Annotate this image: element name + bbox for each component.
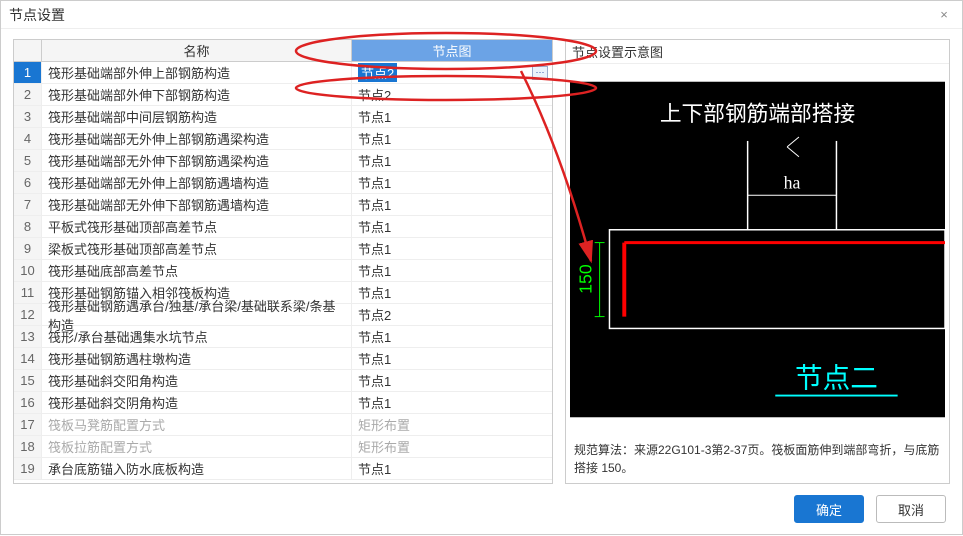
table-row[interactable]: 7筏形基础端部无外伸下部钢筋遇墙构造节点1 bbox=[14, 194, 552, 216]
row-index: 14 bbox=[14, 348, 42, 369]
expand-icon[interactable]: ⋯ bbox=[532, 66, 548, 80]
svg-text:上下部钢筋端部搭接: 上下部钢筋端部搭接 bbox=[660, 102, 855, 126]
header-node[interactable]: 节点图 bbox=[352, 40, 552, 61]
row-node[interactable]: 节点1 bbox=[352, 106, 552, 127]
row-index: 15 bbox=[14, 370, 42, 391]
row-name[interactable]: 梁板式筏形基础顶部高差节点 bbox=[42, 238, 352, 259]
row-node[interactable]: 节点1 bbox=[352, 194, 552, 215]
titlebar: 节点设置 × bbox=[1, 1, 962, 29]
row-index: 6 bbox=[14, 172, 42, 193]
table-row[interactable]: 5筏形基础端部无外伸下部钢筋遇梁构造节点1 bbox=[14, 150, 552, 172]
table-row[interactable]: 14筏形基础钢筋遇柱墩构造节点1 bbox=[14, 348, 552, 370]
ok-button[interactable]: 确定 bbox=[794, 495, 864, 523]
table-row[interactable]: 18筏板拉筋配置方式矩形布置 bbox=[14, 436, 552, 458]
node-diagram: 上下部钢筋端部搭接 ha 150 节点二 bbox=[570, 68, 945, 431]
footer: 确定 取消 bbox=[1, 484, 962, 534]
row-name[interactable]: 筏形基础底部高差节点 bbox=[42, 260, 352, 281]
svg-text:节点二: 节点二 bbox=[795, 363, 878, 394]
row-index: 2 bbox=[14, 84, 42, 105]
table-row[interactable]: 6筏形基础端部无外伸上部钢筋遇墙构造节点1 bbox=[14, 172, 552, 194]
row-node[interactable]: 节点2⋯ bbox=[352, 62, 552, 83]
row-index: 16 bbox=[14, 392, 42, 413]
row-name[interactable]: 筏形基础端部无外伸下部钢筋遇墙构造 bbox=[42, 194, 352, 215]
row-name[interactable]: 平板式筏形基础顶部高差节点 bbox=[42, 216, 352, 237]
content-area: 名称 节点图 1筏形基础端部外伸上部钢筋构造节点2⋯2筏形基础端部外伸下部钢筋构… bbox=[1, 29, 962, 484]
row-index: 12 bbox=[14, 304, 42, 325]
row-node[interactable]: 节点1 bbox=[352, 348, 552, 369]
row-node[interactable]: 节点1 bbox=[352, 172, 552, 193]
table-row[interactable]: 9梁板式筏形基础顶部高差节点节点1 bbox=[14, 238, 552, 260]
table-header: 名称 节点图 bbox=[14, 40, 552, 62]
row-name[interactable]: 筏形基础端部外伸下部钢筋构造 bbox=[42, 84, 352, 105]
table-row[interactable]: 13筏形/承台基础遇集水坑节点节点1 bbox=[14, 326, 552, 348]
row-node[interactable]: 节点1 bbox=[352, 216, 552, 237]
row-node[interactable]: 矩形布置 bbox=[352, 414, 552, 435]
row-index: 11 bbox=[14, 282, 42, 303]
header-index bbox=[14, 40, 42, 61]
row-node[interactable]: 节点1 bbox=[352, 128, 552, 149]
row-node[interactable]: 矩形布置 bbox=[352, 436, 552, 457]
row-node[interactable]: 节点1 bbox=[352, 458, 552, 479]
row-name[interactable]: 筏形基础斜交阳角构造 bbox=[42, 370, 352, 391]
row-node[interactable]: 节点1 bbox=[352, 260, 552, 281]
row-node[interactable]: 节点1 bbox=[352, 282, 552, 303]
svg-text:ha: ha bbox=[784, 172, 801, 192]
row-node[interactable]: 节点2 bbox=[352, 304, 552, 325]
preview-title: 节点设置示意图 bbox=[566, 40, 949, 64]
table-row[interactable]: 8平板式筏形基础顶部高差节点节点1 bbox=[14, 216, 552, 238]
table-row[interactable]: 15筏形基础斜交阳角构造节点1 bbox=[14, 370, 552, 392]
row-index: 8 bbox=[14, 216, 42, 237]
svg-text:150: 150 bbox=[576, 264, 596, 294]
row-index: 13 bbox=[14, 326, 42, 347]
spec-text: 规范算法：来源22G101-3第2-37页。筏板面筋伸到端部弯折，与底筋搭接 1… bbox=[566, 435, 949, 483]
row-name[interactable]: 筏板马凳筋配置方式 bbox=[42, 414, 352, 435]
row-name[interactable]: 筏形基础端部无外伸上部钢筋遇墙构造 bbox=[42, 172, 352, 193]
dialog-title: 节点设置 bbox=[9, 5, 65, 25]
row-name[interactable]: 筏形基础端部无外伸下部钢筋遇梁构造 bbox=[42, 150, 352, 171]
row-node[interactable]: 节点1 bbox=[352, 326, 552, 347]
row-node[interactable]: 节点1 bbox=[352, 392, 552, 413]
row-index: 7 bbox=[14, 194, 42, 215]
row-node[interactable]: 节点1 bbox=[352, 238, 552, 259]
table-row[interactable]: 12筏形基础钢筋遇承台/独基/承台梁/基础联系梁/条基构造节点2 bbox=[14, 304, 552, 326]
table-row[interactable]: 3筏形基础端部中间层钢筋构造节点1 bbox=[14, 106, 552, 128]
table-row[interactable]: 16筏形基础斜交阴角构造节点1 bbox=[14, 392, 552, 414]
row-name[interactable]: 筏板拉筋配置方式 bbox=[42, 436, 352, 457]
cancel-button[interactable]: 取消 bbox=[876, 495, 946, 523]
table-row[interactable]: 1筏形基础端部外伸上部钢筋构造节点2⋯ bbox=[14, 62, 552, 84]
row-index: 1 bbox=[14, 62, 42, 83]
header-name: 名称 bbox=[42, 40, 352, 61]
row-index: 5 bbox=[14, 150, 42, 171]
row-name[interactable]: 筏形/承台基础遇集水坑节点 bbox=[42, 326, 352, 347]
row-index: 18 bbox=[14, 436, 42, 457]
row-index: 4 bbox=[14, 128, 42, 149]
table-body: 1筏形基础端部外伸上部钢筋构造节点2⋯2筏形基础端部外伸下部钢筋构造节点23筏形… bbox=[14, 62, 552, 483]
row-node[interactable]: 节点1 bbox=[352, 150, 552, 171]
row-name[interactable]: 筏形基础斜交阴角构造 bbox=[42, 392, 352, 413]
row-node[interactable]: 节点1 bbox=[352, 370, 552, 391]
row-name[interactable]: 筏形基础钢筋遇柱墩构造 bbox=[42, 348, 352, 369]
table-row[interactable]: 17筏板马凳筋配置方式矩形布置 bbox=[14, 414, 552, 436]
table-row[interactable]: 19承台底筋锚入防水底板构造节点1 bbox=[14, 458, 552, 480]
close-icon[interactable]: × bbox=[934, 5, 954, 25]
node-settings-dialog: 节点设置 × 名称 节点图 1筏形基础端部外伸上部钢筋构造节点2⋯2筏形基础端部… bbox=[0, 0, 963, 535]
settings-table: 名称 节点图 1筏形基础端部外伸上部钢筋构造节点2⋯2筏形基础端部外伸下部钢筋构… bbox=[13, 39, 553, 484]
row-name[interactable]: 筏形基础端部无外伸上部钢筋遇梁构造 bbox=[42, 128, 352, 149]
table-row[interactable]: 4筏形基础端部无外伸上部钢筋遇梁构造节点1 bbox=[14, 128, 552, 150]
row-index: 17 bbox=[14, 414, 42, 435]
row-node[interactable]: 节点2 bbox=[352, 84, 552, 105]
table-row[interactable]: 2筏形基础端部外伸下部钢筋构造节点2 bbox=[14, 84, 552, 106]
preview-panel: 节点设置示意图 上下部钢筋端部搭接 ha 150 节点二 规范算法：来源22G101-… bbox=[565, 39, 950, 484]
row-name[interactable]: 筏形基础端部外伸上部钢筋构造 bbox=[42, 62, 352, 83]
row-index: 3 bbox=[14, 106, 42, 127]
row-index: 10 bbox=[14, 260, 42, 281]
row-name[interactable]: 筏形基础端部中间层钢筋构造 bbox=[42, 106, 352, 127]
table-row[interactable]: 10筏形基础底部高差节点节点1 bbox=[14, 260, 552, 282]
row-name[interactable]: 承台底筋锚入防水底板构造 bbox=[42, 458, 352, 479]
row-index: 9 bbox=[14, 238, 42, 259]
row-name[interactable]: 筏形基础钢筋遇承台/独基/承台梁/基础联系梁/条基构造 bbox=[42, 304, 352, 325]
row-index: 19 bbox=[14, 458, 42, 479]
